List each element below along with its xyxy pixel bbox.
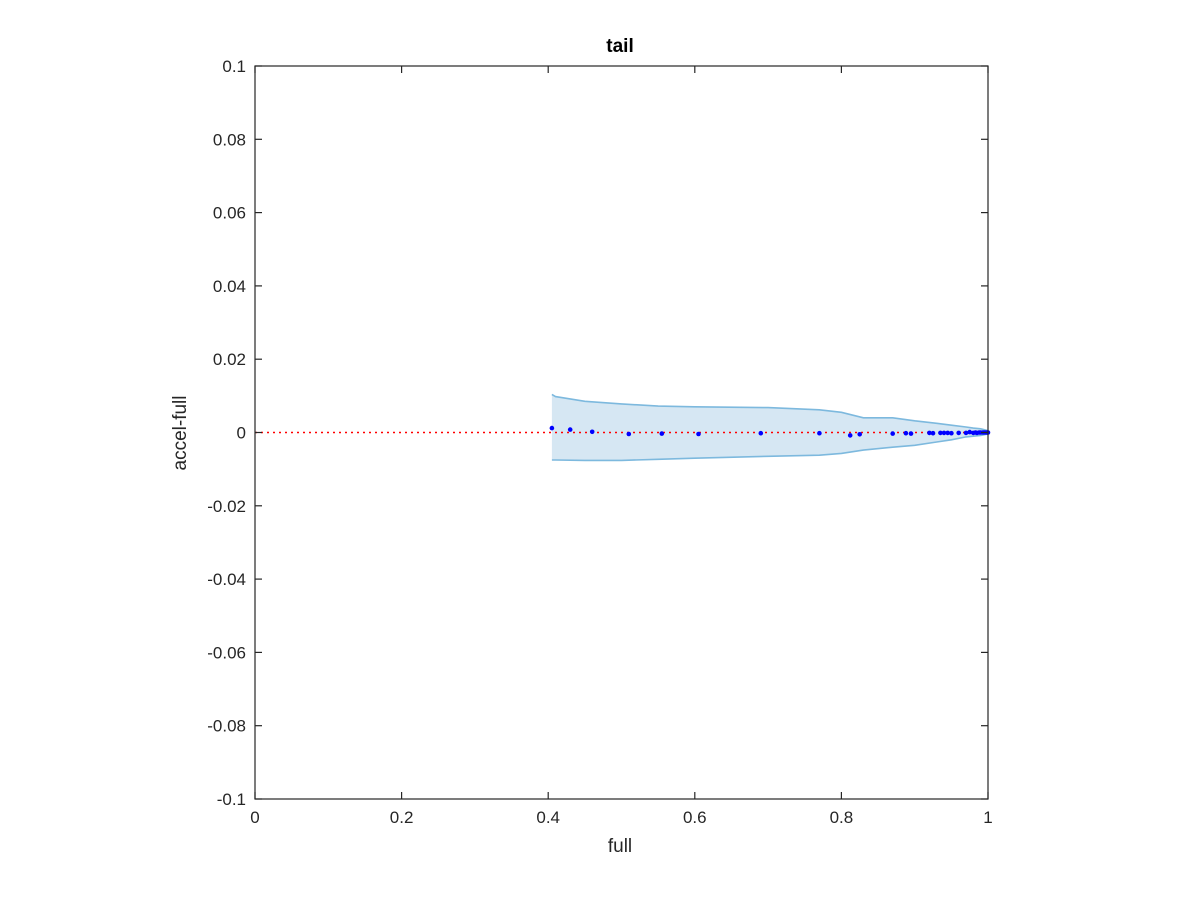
confidence-band-layer <box>551 393 989 462</box>
data-point <box>927 430 932 436</box>
data-point <box>567 427 573 432</box>
data-point <box>956 430 961 436</box>
data-point <box>941 430 947 436</box>
x-tick-label: 1 <box>983 808 992 827</box>
y-tick-label: 0.04 <box>213 277 246 296</box>
y-tick-label: 0.02 <box>213 350 246 369</box>
y-tick-label: 0 <box>237 424 246 443</box>
data-point <box>857 432 862 437</box>
data-point <box>938 430 943 436</box>
data-point <box>890 431 895 436</box>
data-point <box>967 429 972 435</box>
ticks-layer: 0 0.2 0.4 0.6 0.8 1 -0.1 -0.08 -0.06 -0.04 -0.02 0 0… <box>207 57 992 827</box>
confidence-band-upper-edge <box>551 393 989 432</box>
data-point <box>549 425 555 431</box>
confidence-band-area <box>551 394 988 461</box>
data-point <box>847 433 853 438</box>
data-point <box>903 430 909 436</box>
x-tick-label: 0.6 <box>683 808 707 827</box>
x-tick-label: 0.8 <box>830 808 854 827</box>
data-point <box>930 430 936 436</box>
y-tick-label: -0.1 <box>217 790 246 809</box>
data-points-layer <box>549 425 991 438</box>
data-point <box>696 431 701 437</box>
data-point <box>945 430 950 436</box>
chart-title: tail <box>606 36 633 57</box>
data-point <box>817 430 822 436</box>
x-tick-label: 0.4 <box>536 808 560 827</box>
data-point <box>963 430 969 436</box>
x-axis-title: full <box>608 836 632 857</box>
y-tick-label: -0.04 <box>207 570 246 589</box>
data-point <box>659 431 665 436</box>
x-tick-label: 0.2 <box>390 808 414 827</box>
confidence-band-lower-edge <box>551 433 989 462</box>
data-point <box>626 431 632 437</box>
y-tick-label: -0.02 <box>207 497 246 516</box>
y-tick-label: 0.08 <box>213 130 246 149</box>
y-axis-title: accel-full <box>170 396 191 471</box>
x-tick-label: 0 <box>250 808 259 827</box>
data-point <box>758 430 764 436</box>
data-point <box>589 429 595 435</box>
y-tick-label: 0.06 <box>213 204 246 223</box>
data-point <box>949 430 954 436</box>
y-tick-label: 0.1 <box>222 57 246 76</box>
data-point <box>908 431 914 436</box>
y-tick-label: -0.08 <box>207 717 246 736</box>
y-tick-label: -0.06 <box>207 643 246 662</box>
